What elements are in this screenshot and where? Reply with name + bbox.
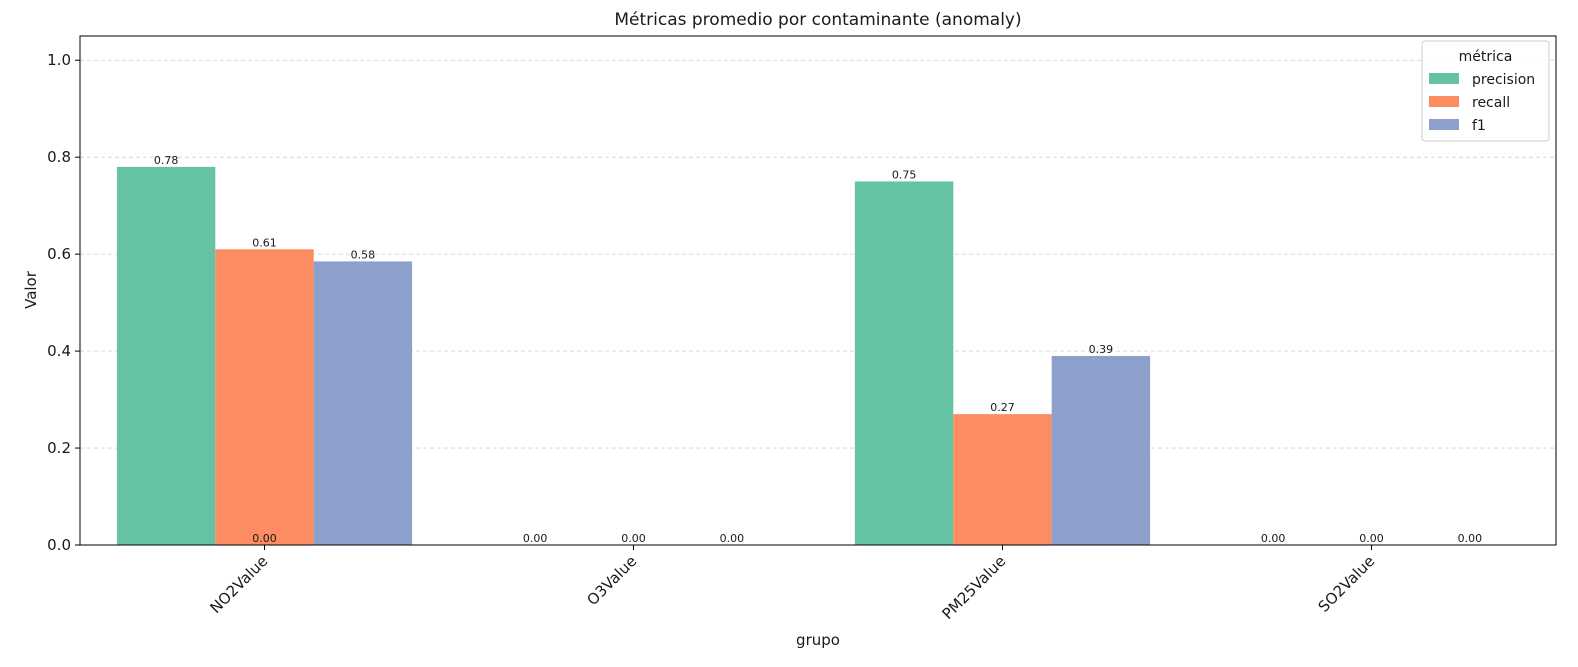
y-tick-label: 0.4 [47,342,71,360]
legend-box [1421,40,1550,142]
bar-label-f1-SO2Value: 0.00 [1458,532,1483,545]
y-tick-label: 1.0 [47,51,71,69]
legend-label-recall: recall [1472,95,1510,111]
bar-f1-PM25Value [1051,355,1151,545]
y-tick-label: 0.6 [47,245,71,263]
bar-recall-NO2Value [215,249,314,546]
y-axis-ticks: 0.0 0.2 0.4 0.6 0.8 1.0 [47,51,80,554]
bar-label-precision-NO2Value: 0.78 [154,154,179,167]
legend-label-f1: f1 [1472,118,1486,134]
bar-label-f1-O3Value: 0.00 [720,532,745,545]
x-tick-label-O3Value: O3Value [583,552,640,609]
bar-label-precision-O3Value: 0.00 [523,532,548,545]
bar-f1-NO2Value [313,261,413,545]
bar-precision-PM25Value [854,181,954,545]
y-tick-label: 0.0 [47,536,71,554]
legend-swatch-precision [1429,73,1459,84]
bar-label-recall-NO2Value: 0.61 [252,236,277,249]
bar-precision-NO2Value [116,166,216,545]
bar-label-recall-SO2Value: 0.00 [1359,532,1384,545]
legend-title: métrica [1459,49,1513,65]
legend-swatch-f1 [1429,119,1459,130]
x-tick-label-NO2Value: NO2Value [206,552,271,617]
x-tick-label-SO2Value: SO2Value [1315,552,1379,616]
bar-label-f1-NO2Value: 0.58 [351,248,376,261]
x-axis-label: grupo [796,631,840,649]
bar-recall-PM25Value [953,414,1052,545]
y-axis-label: Valor [22,270,40,309]
bars [116,166,1151,546]
bar-label-precision-SO2Value: 0.00 [1261,532,1286,545]
legend-swatch-recall [1429,96,1459,107]
bar-label-extra-NO2Value: 0.00 [252,532,277,545]
x-tick-label-PM25Value: PM25Value [938,552,1009,623]
bar-label-f1-PM25Value: 0.39 [1089,343,1114,356]
legend: métrica precision recall f1 [1421,40,1550,142]
bar-label-recall-O3Value: 0.00 [621,532,646,545]
y-tick-label: 0.8 [47,148,71,166]
bar-label-recall-PM25Value: 0.27 [990,401,1015,414]
y-tick-label: 0.2 [47,439,71,457]
legend-label-precision: precision [1472,72,1535,88]
plot-frame [79,35,1557,546]
chart-title: Métricas promedio por contaminante (anom… [614,10,1021,30]
x-axis-ticks: NO2Value O3Value PM25Value SO2Value [206,545,1378,623]
bar-labels: 0.78 0.00 0.75 0.00 0.61 0.00 0.27 0.00 0.58 0.00… [154,154,1482,545]
bar-label-precision-PM25Value: 0.75 [892,168,917,181]
